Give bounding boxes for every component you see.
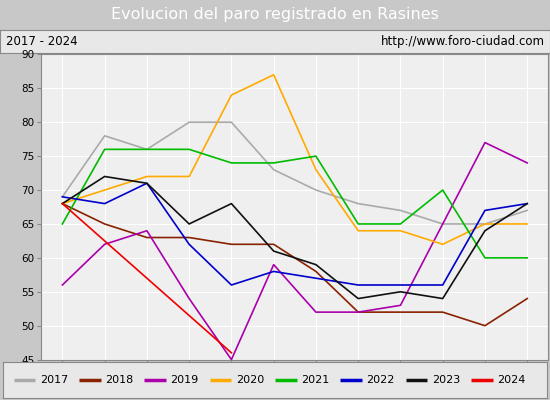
Text: 2024: 2024 xyxy=(497,375,526,385)
Text: Evolucion del paro registrado en Rasines: Evolucion del paro registrado en Rasines xyxy=(111,8,439,22)
Text: 2022: 2022 xyxy=(366,375,395,385)
Text: 2019: 2019 xyxy=(170,375,199,385)
Text: 2018: 2018 xyxy=(105,375,133,385)
Text: 2017 - 2024: 2017 - 2024 xyxy=(6,35,77,48)
Text: http://www.foro-ciudad.com: http://www.foro-ciudad.com xyxy=(381,35,544,48)
Text: 2023: 2023 xyxy=(432,375,460,385)
Text: 2020: 2020 xyxy=(236,375,264,385)
Text: 2021: 2021 xyxy=(301,375,329,385)
Text: 2017: 2017 xyxy=(40,375,68,385)
